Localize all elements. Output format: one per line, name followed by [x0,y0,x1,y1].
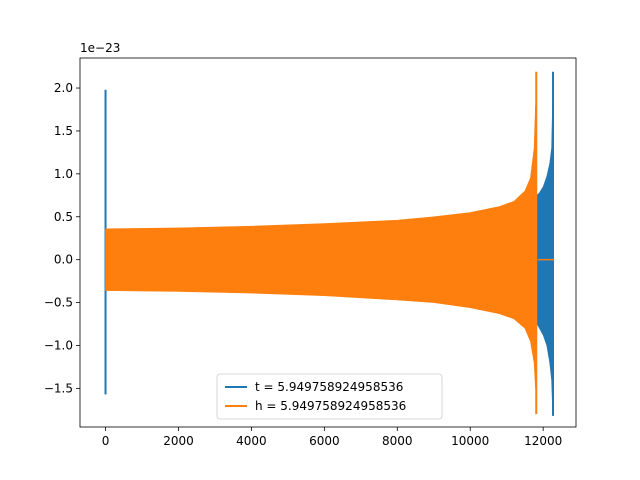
y-tick-label: 1.0 [54,167,73,181]
x-tick-label: 0 [102,434,110,448]
y-tick-label: −1.5 [44,381,73,395]
x-tick-label: 4000 [236,434,267,448]
y-tick-label: −1.0 [44,338,73,352]
x-tick-label: 6000 [309,434,340,448]
y-tick-label: −0.5 [44,296,73,310]
y-tick-label: 2.0 [54,81,73,95]
x-tick-label: 8000 [382,434,413,448]
y-offset-label: 1e−23 [80,41,120,55]
x-tick-label: 12000 [524,434,562,448]
y-tick-label: 0.0 [54,253,73,267]
y-tick-label: 0.5 [54,210,73,224]
x-tick-label: 2000 [163,434,194,448]
legend-label: t = 5.949758924958536 [255,380,403,394]
y-tick-label: 1.5 [54,124,73,138]
legend: t = 5.949758924958536 h = 5.9497589249585… [217,374,442,419]
legend-label: h = 5.949758924958536 [255,399,406,413]
x-tick-label: 10000 [451,434,489,448]
